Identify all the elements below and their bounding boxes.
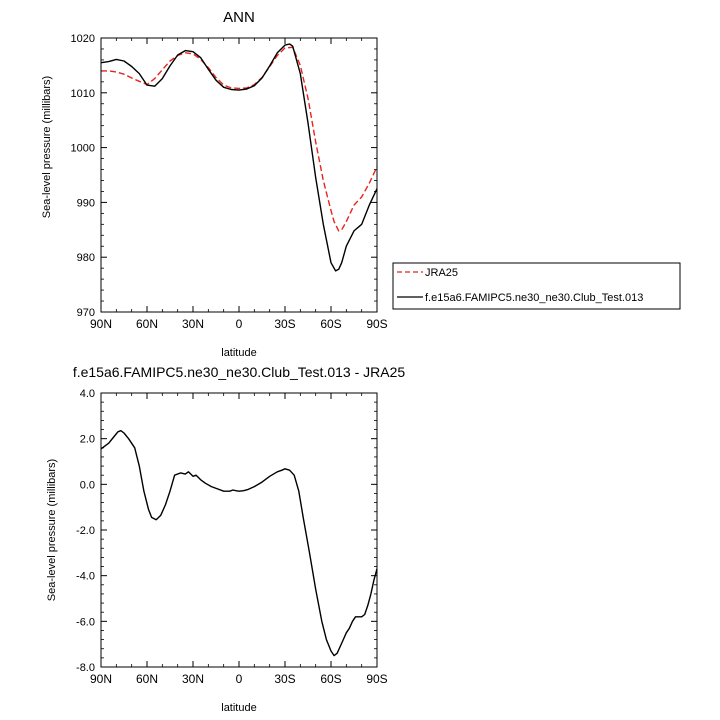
top-chart-y-tick-label: 970	[77, 307, 95, 319]
bottom-chart-series	[100, 430, 378, 657]
bottom-chart-x-tick-label: 30S	[274, 672, 295, 686]
bottom-chart-y-tick-label: -6.0	[76, 616, 95, 628]
top-chart-plot-frame	[100, 37, 378, 313]
top-chart-series	[100, 43, 378, 272]
bottom-chart-y-tick-label: 0.0	[80, 479, 95, 491]
top-chart-x-tick-label: 60N	[136, 317, 158, 331]
bottom-chart-x-tick-label: 90N	[90, 672, 112, 686]
top-chart-y-tick-label: 1010	[71, 88, 95, 100]
top-chart-y-tick-label: 1000	[71, 143, 95, 155]
top-chart-series-line-1	[100, 43, 378, 272]
bottom-chart-x-axis-label: latitude	[221, 702, 256, 714]
top-chart-x-tick-label: 30N	[182, 317, 204, 331]
top-chart-x-tick-label: 90S	[366, 317, 387, 331]
top-chart-y-axis-label: Sea-level pressure (millibars)	[41, 76, 53, 218]
bottom-chart-series-line-0	[100, 430, 378, 657]
top-chart-x-axis-label: latitude	[221, 347, 256, 359]
top-chart-ticks: 90N 60N 30N 0 30S 60S 90S 970 980 990 1000 1010 1020	[71, 33, 388, 331]
bottom-chart-title: f.e15a6.FAMIPC5.ne30_ne30.Club_Test.013 …	[73, 364, 406, 380]
bottom-panel-chart: f.e15a6.FAMIPC5.ne30_ne30.Club_Test.013 …	[46, 364, 405, 714]
bottom-chart-x-tick-label: 0	[236, 672, 243, 686]
legend: JRA25 f.e15a6.FAMIPC5.ne30_ne30.Club_Tes…	[392, 262, 681, 310]
bottom-chart-plot-frame	[100, 392, 378, 668]
bottom-chart-x-tick-label: 30N	[182, 672, 204, 686]
legend-label-model: f.e15a6.FAMIPC5.ne30_ne30.Club_Test.013	[425, 292, 643, 304]
bottom-chart-x-tick-label: 60N	[136, 672, 158, 686]
bottom-chart-y-tick-label: 2.0	[80, 434, 95, 446]
top-chart-y-tick-label: 1020	[71, 33, 95, 45]
top-chart-title: ANN	[223, 9, 255, 26]
top-chart-y-tick-label: 980	[77, 252, 95, 264]
top-chart-x-tick-label: 0	[236, 317, 243, 331]
bottom-chart-y-tick-label: 4.0	[80, 388, 95, 400]
bottom-chart-x-tick-label: 60S	[320, 672, 341, 686]
bottom-chart-y-axis-label: Sea-level pressure (millibars)	[46, 459, 58, 601]
top-chart-series-line-0	[101, 46, 378, 232]
bottom-chart-y-tick-label: -2.0	[76, 525, 95, 537]
top-chart-x-tick-label: 30S	[274, 317, 295, 331]
top-chart-x-tick-label: 90N	[90, 317, 112, 331]
top-chart-y-tick-label: 990	[77, 197, 95, 209]
legend-label-jra25: JRA25	[425, 267, 458, 279]
top-panel-chart: ANN Sea-level pressure (millibars) latit…	[41, 9, 388, 359]
bottom-chart-x-tick-label: 90S	[366, 672, 387, 686]
top-chart-x-tick-label: 60S	[320, 317, 341, 331]
legend-box	[392, 262, 681, 310]
bottom-chart-y-tick-label: -4.0	[76, 571, 95, 583]
bottom-chart-y-tick-label: -8.0	[76, 662, 95, 674]
